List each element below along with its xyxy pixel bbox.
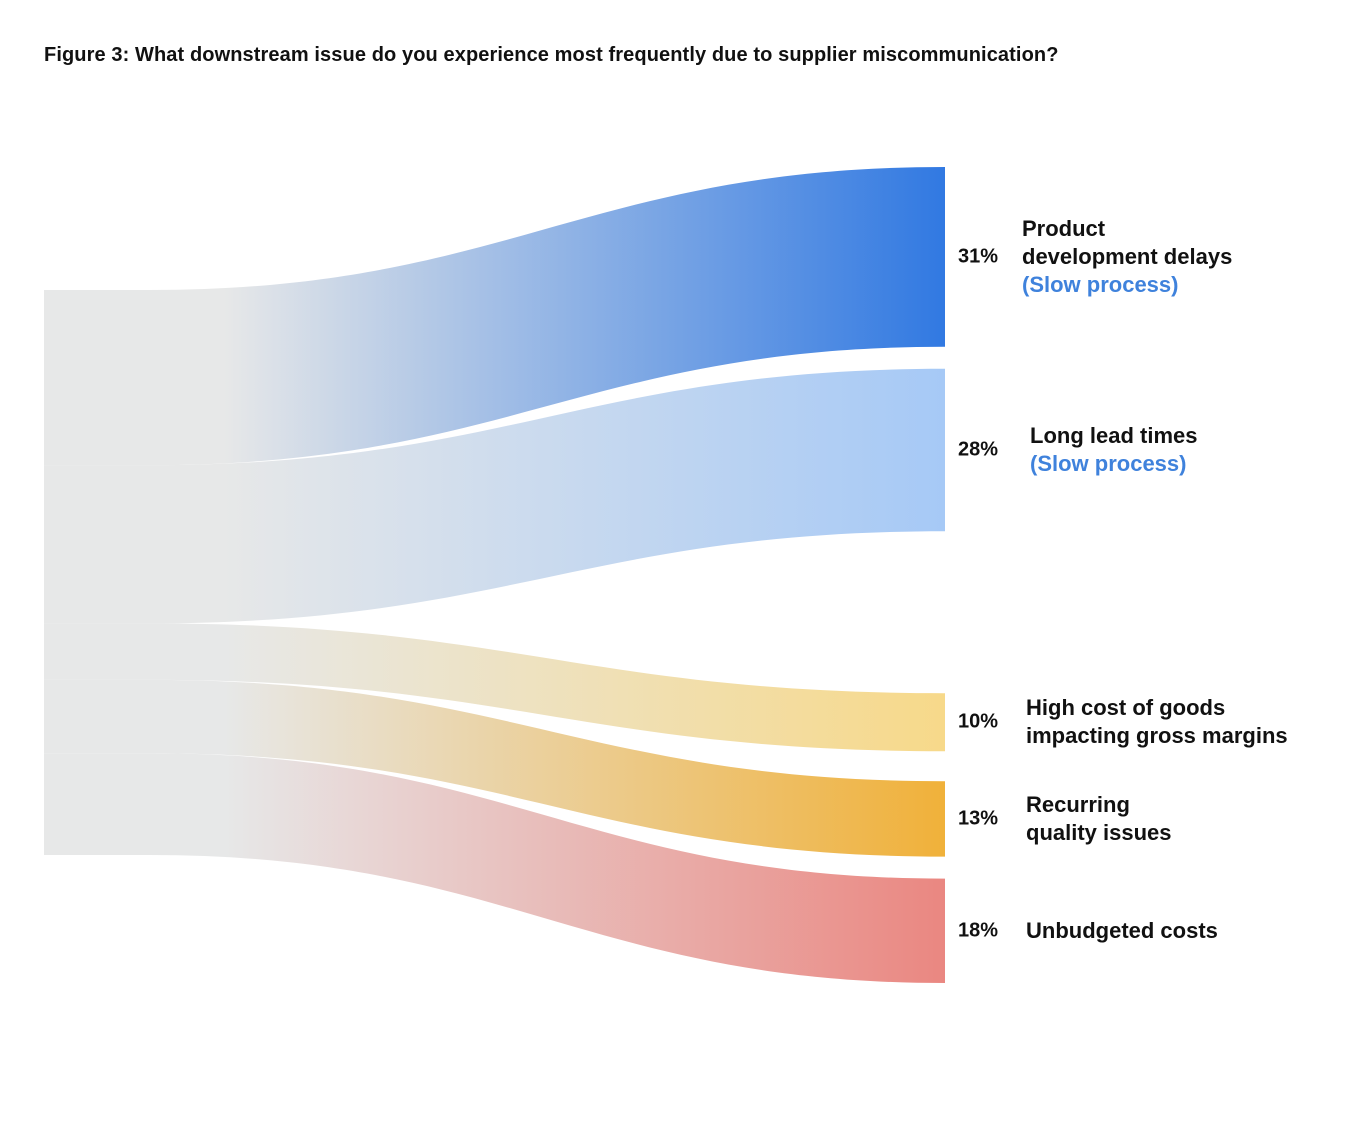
pct-label-unbudgeted-costs: 18% (958, 919, 999, 942)
flow-layer (44, 167, 945, 983)
category-label-unbudgeted-costs: Unbudgeted costs (1026, 917, 1218, 943)
category-label-product-development-delays: Product development delays (Slow process) (1022, 215, 1233, 297)
pct-label-recurring-quality-issues: 13% (958, 807, 999, 830)
note-label-product-development-delays: (Slow process) (1022, 271, 1179, 297)
pct-label-high-cost-of-goods: 10% (958, 710, 999, 733)
flow-unbudgeted-costs (44, 753, 945, 983)
chart-title: Figure 3: What downstream issue do you e… (44, 44, 1059, 66)
flow-long-lead-times (44, 368, 945, 624)
note-label-long-lead-times: (Slow process) (1030, 451, 1187, 476)
flow-high-cost-of-goods (44, 623, 945, 752)
category-label-recurring-quality-issues: Recurring quality issues (1026, 791, 1172, 845)
pct-label-product-development-delays: 31% (958, 245, 999, 268)
flow-product-development-delays (44, 167, 945, 466)
pct-label-long-lead-times: 28% (958, 438, 999, 461)
flow-recurring-quality-issues (44, 679, 945, 857)
category-label-long-lead-times: Long lead times (Slow process) (1030, 423, 1198, 476)
category-label-high-cost-of-goods: High cost of goods impacting gross margin… (1026, 695, 1288, 749)
